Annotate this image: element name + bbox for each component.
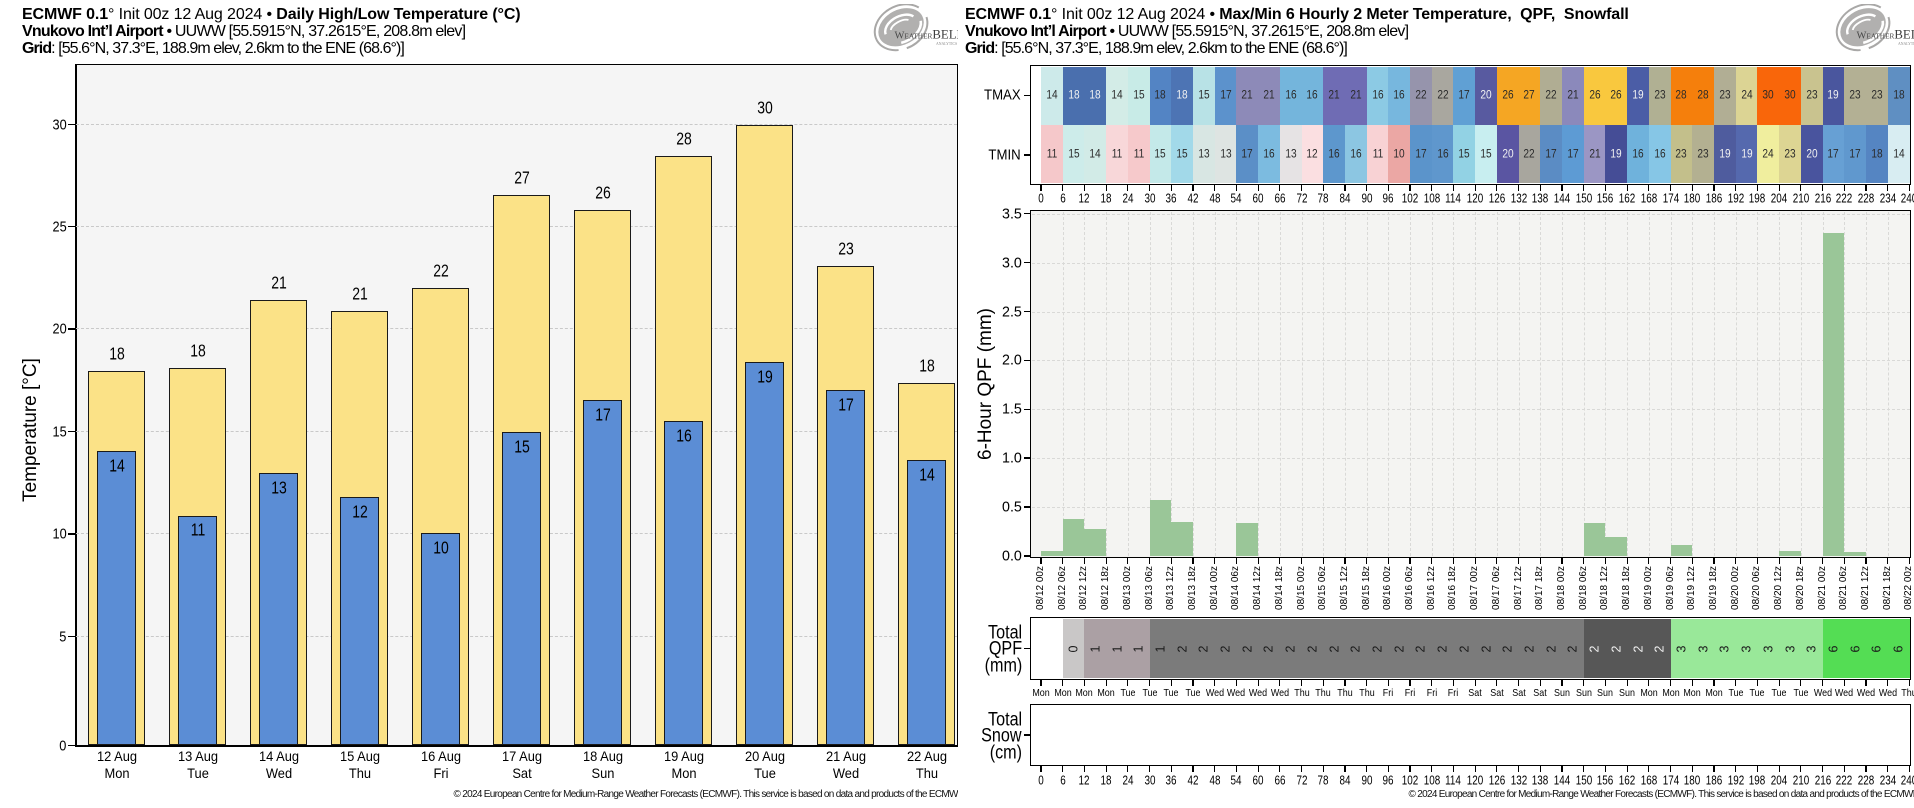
svg-text:WEATHERBELL: WEATHERBELL [1857,28,1914,42]
svg-text:ANALYTICS LLC: ANALYTICS LLC [1898,42,1914,46]
svg-text:WEATHERBELL: WEATHERBELL [895,28,959,42]
svg-text:ANALYTICS LLC: ANALYTICS LLC [936,42,958,46]
